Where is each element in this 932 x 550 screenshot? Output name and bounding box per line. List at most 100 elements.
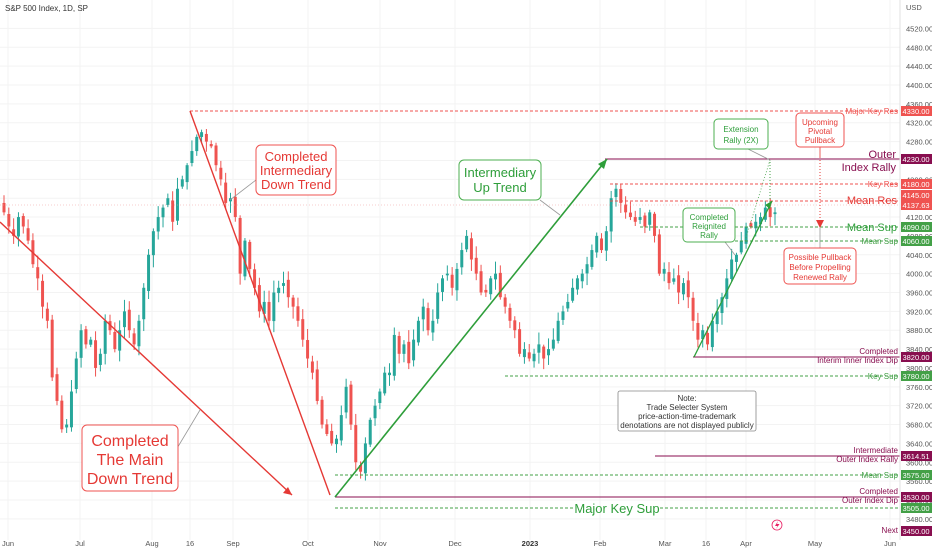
candle-body <box>16 217 20 237</box>
y-tick-label: 4320.00 <box>906 119 932 128</box>
candle-body <box>161 207 165 218</box>
candle-body <box>653 213 657 236</box>
candle-body <box>373 405 377 419</box>
key-sup-value: 3780.00 <box>902 372 929 381</box>
upcoming-line2: Pivotal <box>808 127 832 136</box>
candle-body <box>773 212 777 215</box>
note-line4: denotations are not displayed publicly <box>620 421 753 430</box>
candle-body <box>118 330 122 351</box>
candle-body <box>296 306 300 321</box>
time-axis[interactable]: Jun Jul Aug 16 Sep Oct Nov Dec 2023 Feb Mar 16 Apr Ma… <box>2 539 896 548</box>
y-tick-label: 4120.00 <box>906 213 932 222</box>
candle-body <box>416 320 420 343</box>
inter-up-line1: Intermediary <box>464 165 537 180</box>
candle-body <box>248 241 252 269</box>
candle-body <box>734 254 738 262</box>
candle-body <box>209 144 213 147</box>
outer-label-1: Outer <box>868 149 896 161</box>
candle-body <box>41 280 45 307</box>
candle-body <box>36 267 40 279</box>
candle-body <box>214 145 218 166</box>
intermediate-value: 3614.51 <box>902 452 929 461</box>
candle-body <box>330 430 334 444</box>
y-tick-label: 4360.00 <box>906 100 932 109</box>
candle-body <box>310 361 314 373</box>
currency-label: USD <box>906 3 922 12</box>
candle-body <box>657 234 661 274</box>
candle-body <box>527 352 531 359</box>
candle-body <box>233 196 237 218</box>
key-res-label: Key Res <box>868 180 898 189</box>
candle-body <box>624 204 628 213</box>
candle-body <box>706 332 710 345</box>
candle-body <box>286 279 290 298</box>
extension-line1: Extension <box>723 125 758 134</box>
annotation-possible: Possible Pullback Before Propelling Rene… <box>783 228 857 285</box>
candle-body <box>681 283 685 295</box>
candle-body <box>281 283 285 286</box>
candle-body <box>710 320 714 348</box>
candle-body <box>518 329 522 354</box>
y-tick-label: 3680.00 <box>906 421 932 430</box>
candle-body <box>55 374 59 401</box>
candle-body <box>84 329 88 345</box>
note-line3: price-action-time-trademark <box>638 412 737 421</box>
candle-body <box>561 311 565 320</box>
lightning-icon[interactable] <box>771 519 783 531</box>
candle-body <box>291 297 295 307</box>
candle-body <box>701 330 705 340</box>
candle-body <box>224 182 228 203</box>
candle-body <box>127 309 131 331</box>
candle-body <box>609 198 613 232</box>
candle-body <box>349 384 353 425</box>
candle-body <box>465 235 469 250</box>
x-tick-label: Jun <box>2 539 14 548</box>
candle-body <box>450 274 454 288</box>
candle-body <box>21 216 25 227</box>
mean-sup-low-label: Mean Sup <box>862 471 899 480</box>
candle-body <box>715 311 719 325</box>
candle-body <box>60 400 64 430</box>
candle-body <box>614 188 618 198</box>
major-key-sup-label: Major Key Sup <box>574 501 659 516</box>
next-label: Next <box>882 526 899 535</box>
inter-up-line2: Up Trend <box>473 180 526 195</box>
x-tick-label: Mar <box>659 539 672 548</box>
candle-body <box>238 217 242 274</box>
extension-line2: Rally (2X) <box>723 136 758 145</box>
annotation-main-down: Completed The Main Down Trend <box>81 409 201 492</box>
candle-body <box>648 212 652 225</box>
candle-body <box>98 353 102 365</box>
mean-sup-label: Mean Sup <box>847 222 897 234</box>
chart-title: S&P 500 Index, 1D, SP <box>5 4 88 13</box>
candle-body <box>749 223 753 227</box>
candle-body <box>628 212 632 218</box>
x-tick-label: Jul <box>75 539 85 548</box>
x-tick-label: Aug <box>145 539 158 548</box>
candle-body <box>436 292 440 319</box>
completed-inner-label-1: Completed <box>859 347 898 356</box>
candle-body <box>344 386 348 413</box>
inter-down-line1: Completed <box>265 149 328 164</box>
candle-body <box>402 344 406 354</box>
annotation-upcoming: Upcoming Pivotal Pullback <box>795 112 845 148</box>
candle-body <box>392 334 396 376</box>
candle-body <box>455 268 459 291</box>
price-tags: 4330.00 4230.00 4180.00 4145.00 4137.63 … <box>901 106 932 536</box>
candle-body <box>600 238 604 251</box>
level-lines <box>0 110 900 509</box>
candle-body <box>585 264 589 274</box>
candle-body <box>571 287 575 301</box>
reignited-rally-line <box>693 200 773 358</box>
major-key-res-label: Major Key Res <box>846 107 898 116</box>
candle-body <box>166 198 170 206</box>
note-line1: Note: <box>677 394 696 403</box>
candle-body <box>359 465 363 472</box>
candle-body <box>556 320 560 341</box>
intermediate-label-1: Intermediate <box>854 446 899 455</box>
level-labels: Major Key Res Outer Index Rally Key Res … <box>574 107 898 535</box>
annotation-note: Note: Trade Selecter System price-action… <box>617 390 757 432</box>
pullback-arrowhead <box>816 220 824 228</box>
candle-body <box>195 136 199 152</box>
